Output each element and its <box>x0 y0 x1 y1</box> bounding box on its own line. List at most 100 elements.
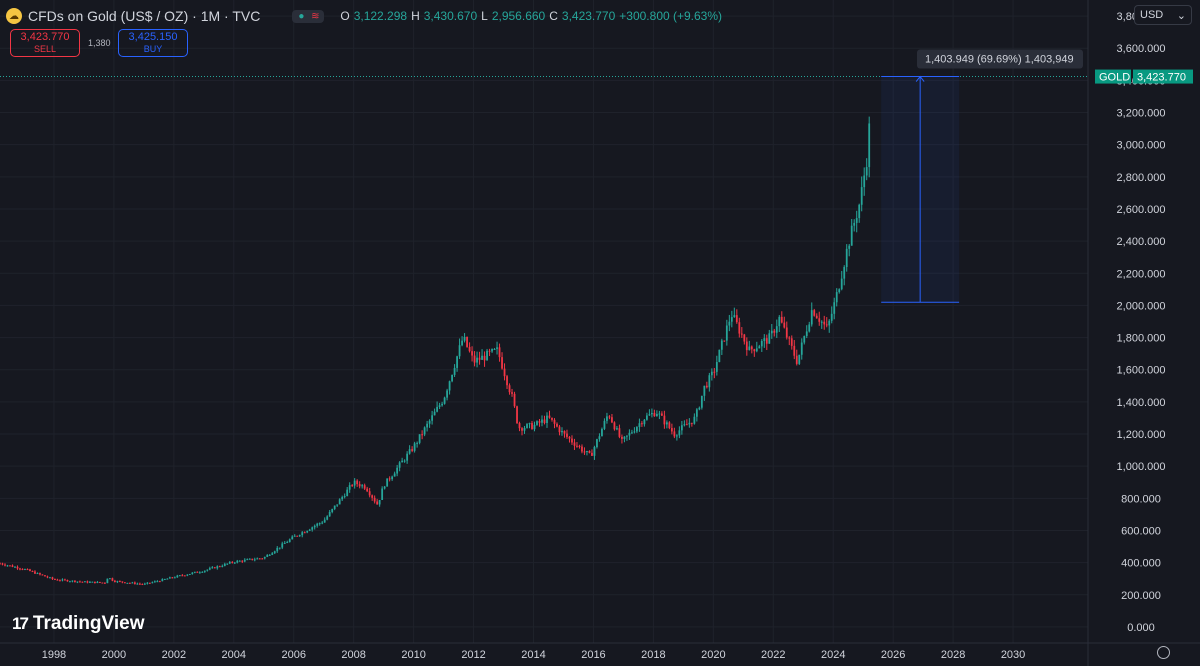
candle-body <box>141 583 144 585</box>
candle-body <box>710 371 713 376</box>
candle-body <box>89 581 91 583</box>
candle-body <box>21 568 24 570</box>
candle-body <box>705 385 708 388</box>
tradingview-logo[interactable]: 17 TradingView <box>12 613 145 635</box>
y-tick-label: 600.000 <box>1121 525 1161 537</box>
y-tick-label: 2,000.000 <box>1117 300 1166 312</box>
candle-body <box>336 504 339 506</box>
candle-body <box>311 527 314 530</box>
candle-body <box>44 575 46 577</box>
candle-body <box>725 325 728 341</box>
candle-body <box>108 578 111 580</box>
y-tick-label: 800.000 <box>1121 493 1161 505</box>
candle-body <box>368 491 371 496</box>
candle-body <box>533 424 536 430</box>
candle-body <box>698 407 701 410</box>
candle-body <box>558 426 561 433</box>
candle-body <box>191 572 194 574</box>
price-axis[interactable]: 0.000 200.000 400.000 600.000 800.000 1,000.0… <box>1117 11 1166 634</box>
x-tick-label: 2028 <box>941 649 965 661</box>
candle-body <box>523 427 526 431</box>
close-label: C <box>549 9 558 23</box>
candle-body <box>775 326 778 333</box>
sell-label: SELL <box>33 44 57 54</box>
candle-body <box>408 449 411 454</box>
candle-body <box>723 340 726 342</box>
spread-value: 1,380 <box>88 38 111 48</box>
candle-body <box>321 522 324 524</box>
candle-body <box>348 485 351 490</box>
candle-body <box>341 497 344 500</box>
x-tick-label: 2022 <box>761 649 785 661</box>
candle-body <box>670 428 673 432</box>
y-tick-label: 0.000 <box>1127 622 1155 634</box>
y-tick-label: 1,800.000 <box>1117 333 1166 345</box>
candle-body <box>223 563 226 566</box>
low-value: 2,956.660 <box>491 9 546 23</box>
candle-body <box>738 322 741 334</box>
candle-body <box>263 556 266 559</box>
candle-body <box>54 578 56 580</box>
x-tick-label: 2000 <box>102 649 126 661</box>
symbol-title[interactable]: CFDs on Gold (US$ / OZ) · 1M · TVC <box>28 8 261 24</box>
time-axis[interactable]: 1998 2000 2002 2004 2006 2008 2010 2012 2014 2016… <box>42 649 1026 661</box>
candle-body <box>551 417 553 420</box>
candle-body <box>271 553 274 555</box>
candle-body <box>19 568 21 570</box>
high-label: H <box>411 9 420 23</box>
open-label: O <box>340 9 350 23</box>
candle-body <box>795 355 798 364</box>
candle-body <box>511 392 513 394</box>
candle-body <box>306 530 309 533</box>
measure-arrowhead <box>915 75 925 82</box>
buy-price: 3,425.150 <box>128 31 178 43</box>
candle-body <box>825 324 828 326</box>
candle-body <box>561 430 563 433</box>
candle-body <box>298 535 301 537</box>
candle-body <box>646 415 648 420</box>
tradingview-logo-icon: 17 <box>12 614 29 633</box>
candle-body <box>151 582 154 584</box>
candle-body <box>613 422 616 430</box>
candle-body <box>526 424 528 428</box>
candle-body <box>750 346 753 350</box>
candle-body <box>788 337 791 339</box>
candle-body <box>541 419 543 423</box>
candle-body <box>61 579 64 581</box>
x-tick-label: 2024 <box>821 649 845 661</box>
buy-button[interactable]: 3,425.150 BUY <box>118 29 188 57</box>
candle-body <box>743 334 746 342</box>
candle-body <box>506 376 508 386</box>
candle-body <box>665 422 668 425</box>
candle-body <box>366 488 369 492</box>
candle-body <box>74 580 76 582</box>
measure-tool[interactable]: 1,403.949 (69.69%) 1,403,949 <box>881 49 1083 303</box>
candle-body <box>171 577 174 579</box>
candle-body <box>236 560 239 563</box>
x-tick-label: 2006 <box>281 649 305 661</box>
candle-body <box>138 583 141 585</box>
candle-body <box>783 322 786 328</box>
candle-body <box>176 575 179 578</box>
candle-body <box>803 336 806 343</box>
candle-body <box>618 428 621 437</box>
candle-body <box>148 582 151 584</box>
candle-body <box>56 579 59 581</box>
x-tick-label: 2030 <box>1001 649 1025 661</box>
candle-body <box>291 536 294 540</box>
candle-body <box>361 485 364 487</box>
candle-body <box>166 578 169 580</box>
currency-select[interactable]: USD ⌄ <box>1134 5 1192 25</box>
gear-icon[interactable] <box>1157 646 1170 659</box>
candle-body <box>810 310 813 325</box>
sell-button[interactable]: 3,423.770 SELL <box>10 29 80 57</box>
gold-price-tag: GOLD 3,423.770 <box>1095 69 1193 84</box>
candle-body <box>855 218 858 223</box>
candle-body <box>586 450 588 452</box>
candle-body <box>476 357 478 363</box>
chart-header: ☁ CFDs on Gold (US$ / OZ) · 1M · TVC ● ≋… <box>6 6 722 26</box>
status-pill[interactable]: ● ≋ <box>292 9 325 23</box>
candle-body <box>693 416 696 424</box>
